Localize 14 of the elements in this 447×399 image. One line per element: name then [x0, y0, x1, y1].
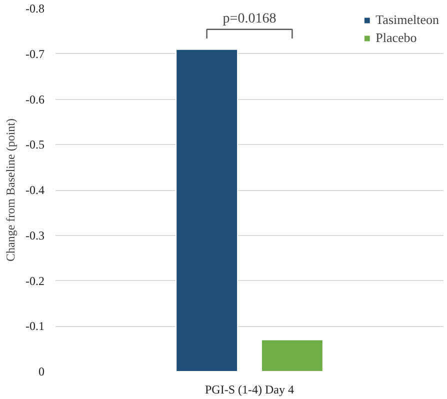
- y-tick-label: -0.7: [26, 46, 45, 61]
- y-tick-label: 0: [38, 364, 44, 378]
- y-tick-label: -0.1: [26, 319, 45, 334]
- y-tick-label: -0.2: [26, 274, 45, 288]
- y-tick-label: -0.5: [26, 138, 45, 152]
- annotation: p=0.0168: [222, 11, 276, 26]
- y-tick-label: -0.4: [26, 183, 45, 197]
- y-tick-label: -0.6: [26, 92, 45, 106]
- x-tick-label: PGI-S (1-4) Day 4: [205, 382, 294, 396]
- y-axis-title: Change from Baseline (point): [4, 118, 18, 262]
- y-tick-label: -0.8: [26, 2, 45, 16]
- legend-label: Placebo: [376, 30, 417, 46]
- y-tick-label: -0.3: [26, 228, 45, 242]
- legend-label: Tasimelteon: [376, 12, 439, 28]
